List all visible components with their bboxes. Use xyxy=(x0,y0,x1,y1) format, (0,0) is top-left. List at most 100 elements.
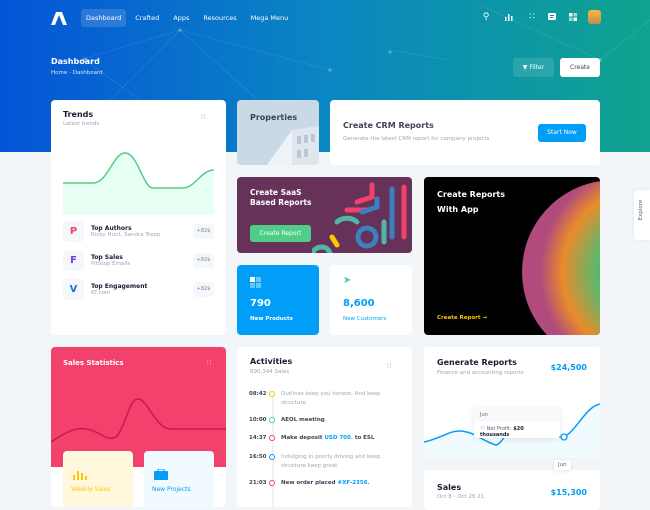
menu-icon[interactable]: ∷ xyxy=(387,362,392,370)
chart-marker xyxy=(560,433,568,441)
activities-subtitle: 890,344 Sales xyxy=(250,369,290,375)
chart-tooltip: Jun Net Profit: $20 thousands xyxy=(474,408,560,438)
filter-label: Filter xyxy=(529,64,545,71)
sales-statistics-card: Sales Statistics ∷ Weekly Sales New Proj… xyxy=(51,347,226,507)
trends-card: Trends Latest trends ∷ P Top Authors Ricky… xyxy=(51,100,226,335)
filter-icon: ▼ xyxy=(522,64,528,71)
breadcrumb-home[interactable]: Home xyxy=(51,70,68,76)
new-customers-card: ➤ 8,600 New Customers xyxy=(330,265,412,335)
activities-title: Activities xyxy=(250,357,293,366)
nav-dashboard[interactable]: Dashboard xyxy=(81,9,127,27)
briefcase-icon xyxy=(154,469,168,480)
item-sub: PitStop Emails xyxy=(91,261,131,267)
create-report-button[interactable]: Create Report xyxy=(250,225,311,242)
crm-subtitle: Generate the latest CRM report for compa… xyxy=(343,136,490,142)
item-sub: Ricky Hunt, Sandra Trepp xyxy=(91,232,161,238)
apps-icon xyxy=(250,277,261,288)
sales-stats-chart xyxy=(51,398,226,443)
item-badge: +82$ xyxy=(193,253,214,268)
tooltip-title: Jun xyxy=(474,408,560,422)
app-card: Create Reports With App Create Report → xyxy=(424,177,600,335)
saas-illustration xyxy=(312,182,407,253)
list-item[interactable]: V Top Engagement KT.com xyxy=(63,279,147,300)
explore-label: Explore xyxy=(638,199,644,221)
nav-crafted[interactable]: Crafted xyxy=(135,14,160,22)
planet-image xyxy=(522,181,600,335)
crm-card: Create CRM Reports Generate the latest C… xyxy=(330,100,600,165)
breadcrumb-separator: - xyxy=(69,70,71,76)
bar-chart-icon xyxy=(73,471,87,480)
timeline-item: 08:42 Outlines keep you honest. And keep … xyxy=(249,390,381,406)
chat-icon[interactable] xyxy=(547,12,557,22)
pinterest-icon: P xyxy=(63,221,84,242)
menu-icon[interactable]: ∷ xyxy=(207,359,212,367)
sales-amount: $15,300 xyxy=(550,488,587,497)
network-pattern xyxy=(59,4,650,151)
item-title: Top Engagement xyxy=(91,283,148,290)
page-title: Dashboard xyxy=(51,57,100,66)
sales-card: Sales Oct 8 - Oct 26 21 $15,300 xyxy=(424,470,600,510)
grid-dots-icon[interactable]: ∷ xyxy=(529,12,535,22)
breadcrumb: Home - Dashboard xyxy=(51,70,103,76)
timeline-item: 21:03 New order placed #XF-2356. xyxy=(249,479,370,486)
create-report-link[interactable]: Create Report → xyxy=(437,315,488,321)
products-value: 790 xyxy=(250,298,271,309)
axis-label: Jun xyxy=(554,460,571,470)
item-badge: +82$ xyxy=(193,282,214,297)
building-image xyxy=(267,126,319,165)
rocket-icon: ➤ xyxy=(343,275,352,286)
new-projects-label: New Projects xyxy=(152,486,191,493)
logo[interactable] xyxy=(51,10,67,25)
generate-chart xyxy=(424,403,600,458)
crm-title: Create CRM Reports xyxy=(343,121,434,130)
start-now-button[interactable]: Start Now xyxy=(538,124,586,142)
generate-amount: $24,500 xyxy=(550,363,587,372)
chart-icon[interactable] xyxy=(504,12,514,22)
sales-subtitle: Oct 8 - Oct 26 21 xyxy=(437,494,485,500)
filter-button[interactable]: ▼ Filter xyxy=(513,58,554,77)
order-link[interactable]: #XF-2356. xyxy=(337,479,370,486)
customers-value: 8,600 xyxy=(343,298,375,309)
timeline-line xyxy=(272,393,274,507)
breadcrumb-current: Dashboard xyxy=(72,70,103,76)
top-nav: Dashboard Crafted Apps Resources Mega Me… xyxy=(81,9,293,27)
saas-card: Create SaaS Based Reports Create Report xyxy=(237,177,412,253)
create-button[interactable]: Create xyxy=(560,58,600,77)
activities-card: Activities 890,344 Sales ∷ 08:42 Outlines… xyxy=(237,347,412,507)
arrow-right-icon: → xyxy=(482,315,488,321)
saas-title: Create SaaS Based Reports xyxy=(250,188,312,207)
circle-icon xyxy=(269,417,275,423)
app-title: Create Reports With App xyxy=(437,190,506,214)
generate-subtitle: Finance and accounting reports xyxy=(437,370,524,376)
nav-resources[interactable]: Resources xyxy=(203,14,237,22)
vimeo-icon: V xyxy=(63,279,84,300)
sales-stats-title: Sales Statistics xyxy=(63,359,124,367)
figma-icon: F xyxy=(63,250,84,271)
new-projects-tile[interactable]: New Projects xyxy=(144,451,214,507)
search-icon[interactable]: ⚲ xyxy=(482,12,490,22)
circle-icon xyxy=(269,391,275,397)
apps-icon[interactable] xyxy=(568,12,578,22)
menu-icon[interactable]: ∷ xyxy=(201,113,206,121)
item-sub: KT.com xyxy=(91,290,111,296)
list-item[interactable]: P Top Authors Ricky Hunt, Sandra Trepp xyxy=(63,221,160,242)
properties-card[interactable]: Properties xyxy=(237,100,319,165)
item-title: Top Sales xyxy=(91,254,123,261)
explore-toggle[interactable]: Explore xyxy=(634,190,650,240)
timeline-item: 16:50 Indulging in poorly driving and kee… xyxy=(249,453,381,469)
new-products-card: 790 New Products xyxy=(237,265,319,335)
nav-mega-menu[interactable]: Mega Menu xyxy=(250,14,289,22)
trends-subtitle: Latest trends xyxy=(63,121,100,127)
nav-apps[interactable]: Apps xyxy=(173,14,190,22)
properties-title: Properties xyxy=(250,113,298,122)
circle-icon xyxy=(269,435,275,441)
generate-reports-card: Generate Reports Finance and accounting … xyxy=(424,347,600,458)
weekly-sales-tile[interactable]: Weekly Sales xyxy=(63,451,133,507)
products-label: New Products xyxy=(250,316,293,322)
list-item[interactable]: F Top Sales PitStop Emails xyxy=(63,250,130,271)
trends-title: Trends xyxy=(63,110,94,119)
user-avatar[interactable] xyxy=(588,10,601,24)
deposit-link[interactable]: USD 700. xyxy=(324,434,353,441)
timeline-item: 10:00 AEOL meeting xyxy=(249,416,325,423)
circle-icon xyxy=(269,454,275,460)
